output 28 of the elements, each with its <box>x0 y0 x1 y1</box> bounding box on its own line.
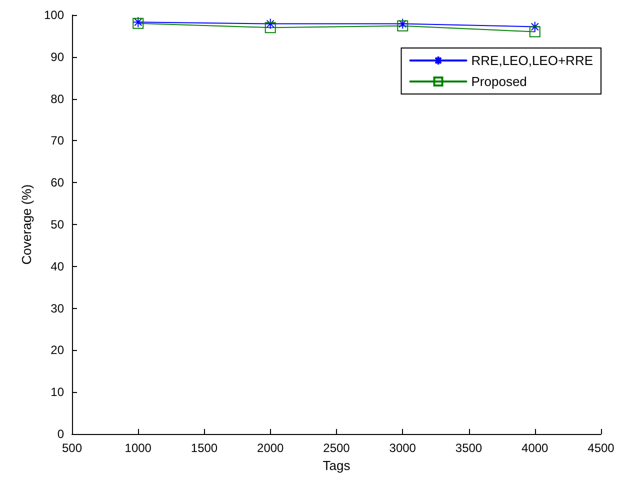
y-tick-label: 20 <box>50 343 64 358</box>
point <box>529 21 540 32</box>
x-tick-label: 500 <box>62 441 82 455</box>
x-tick-label: 4000 <box>522 441 549 455</box>
y-tick-label: 10 <box>50 385 64 400</box>
x-tick-label: 3500 <box>455 441 482 455</box>
legend-label: RRE,LEO,LEO+RRE <box>471 53 594 68</box>
x-tick-label: 2500 <box>323 441 350 455</box>
x-tick-label: 2000 <box>257 441 284 455</box>
x-tick-label: 1500 <box>190 441 218 455</box>
y-axis-title: Coverage (%) <box>19 184 34 265</box>
y-tick-label: 70 <box>50 134 64 148</box>
x-tick-label: 1000 <box>124 441 152 455</box>
y-tick-label: 40 <box>50 259 64 274</box>
x-axis-title: Tags <box>322 458 351 473</box>
point <box>529 26 540 38</box>
y-tick-label: 80 <box>50 92 64 106</box>
y-tick-label: 100 <box>44 8 64 22</box>
y-tick-label: 0 <box>57 427 64 441</box>
y-tick-label: 60 <box>50 176 64 190</box>
y-tick-label: 50 <box>50 218 64 232</box>
x-tick-label: 4500 <box>588 441 615 455</box>
y-tick-label: 90 <box>50 50 64 64</box>
point <box>264 18 276 30</box>
y-tick-label: 30 <box>50 301 64 316</box>
point <box>264 22 276 34</box>
legend-label: Proposed <box>471 74 527 89</box>
x-tick-label: 3000 <box>389 441 416 455</box>
